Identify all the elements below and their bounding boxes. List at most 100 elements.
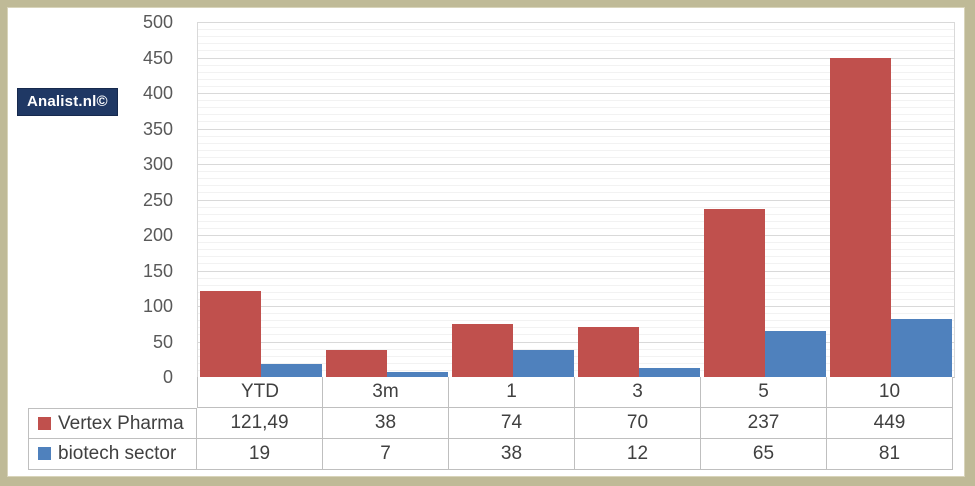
bar bbox=[704, 209, 765, 377]
gridline-minor bbox=[198, 327, 954, 328]
table-value-cell: 81 bbox=[827, 439, 953, 470]
gridline-minor bbox=[198, 121, 954, 122]
gridline-major bbox=[198, 129, 954, 130]
y-tick-label: 450 bbox=[142, 48, 173, 68]
legend-swatch bbox=[38, 447, 51, 460]
bar-group bbox=[576, 22, 702, 377]
y-tick-label: 250 bbox=[142, 190, 173, 210]
x-category-label: 3 bbox=[575, 377, 701, 408]
legend-label: biotech sector bbox=[58, 443, 177, 464]
table-value-cell: 237 bbox=[701, 408, 827, 439]
gridline-minor bbox=[198, 43, 954, 44]
gridline-minor bbox=[198, 363, 954, 364]
gridline-minor bbox=[198, 349, 954, 350]
gridline-minor bbox=[198, 334, 954, 335]
gridline-major bbox=[198, 93, 954, 94]
table-value-cell: 38 bbox=[323, 408, 449, 439]
table-value-cell: 449 bbox=[827, 408, 953, 439]
gridline-minor bbox=[198, 192, 954, 193]
bar-group bbox=[198, 22, 324, 377]
gridline-minor bbox=[198, 313, 954, 314]
bar-group bbox=[324, 22, 450, 377]
bar-group bbox=[828, 22, 954, 377]
table-corner-spacer bbox=[28, 377, 197, 408]
gridline-minor bbox=[198, 79, 954, 80]
legend-swatch bbox=[38, 417, 51, 430]
gridline-minor bbox=[198, 72, 954, 73]
y-tick-label: 400 bbox=[142, 83, 173, 103]
gridline-minor bbox=[198, 242, 954, 243]
gridline-major bbox=[198, 342, 954, 343]
table-value-cell: 74 bbox=[449, 408, 575, 439]
table-value-cell: 7 bbox=[323, 439, 449, 470]
gridline-minor bbox=[198, 171, 954, 172]
gridline-minor bbox=[198, 292, 954, 293]
y-axis: 0 50 100 150 200 250 300 350 400 450 500 bbox=[0, 12, 173, 387]
gridline-minor bbox=[198, 285, 954, 286]
gridline-major bbox=[198, 200, 954, 201]
gridline-minor bbox=[198, 107, 954, 108]
gridline-minor bbox=[198, 185, 954, 186]
gridline-minor bbox=[198, 114, 954, 115]
y-tick-label: 200 bbox=[142, 225, 173, 245]
legend-item: biotech sector bbox=[28, 439, 197, 470]
gridline-minor bbox=[198, 370, 954, 371]
gridline-minor bbox=[198, 320, 954, 321]
x-category-label: 1 bbox=[449, 377, 575, 408]
gridline-minor bbox=[198, 221, 954, 222]
data-table: YTD 3m 1 3 5 10 Vertex Pharma 121,49 38 74 70 237 44… bbox=[28, 377, 953, 470]
bar-group bbox=[702, 22, 828, 377]
legend-item: Vertex Pharma bbox=[28, 408, 197, 439]
x-category-label: 10 bbox=[827, 377, 953, 408]
x-category-label: 5 bbox=[701, 377, 827, 408]
bar bbox=[765, 331, 826, 377]
bar-group bbox=[450, 22, 576, 377]
bar bbox=[326, 350, 387, 377]
gridline-minor bbox=[198, 214, 954, 215]
bar bbox=[830, 58, 891, 377]
gridline-minor bbox=[198, 299, 954, 300]
bar bbox=[891, 319, 952, 377]
legend-label: Vertex Pharma bbox=[58, 413, 184, 434]
gridline-major bbox=[198, 58, 954, 59]
table-value-cell: 19 bbox=[197, 439, 323, 470]
gridline-minor bbox=[198, 50, 954, 51]
gridline-minor bbox=[198, 29, 954, 30]
gridline-minor bbox=[198, 249, 954, 250]
x-category-label: 3m bbox=[323, 377, 449, 408]
y-tick-label: 0 bbox=[162, 367, 173, 387]
gridline-minor bbox=[198, 356, 954, 357]
gridline-minor bbox=[198, 256, 954, 257]
bar bbox=[387, 372, 448, 377]
y-tick-label: 100 bbox=[142, 296, 173, 316]
gridline-minor bbox=[198, 263, 954, 264]
gridline-minor bbox=[198, 157, 954, 158]
bar bbox=[452, 324, 513, 377]
y-tick-label: 300 bbox=[142, 154, 173, 174]
table-value-cell: 121,49 bbox=[197, 408, 323, 439]
bar bbox=[200, 291, 261, 377]
gridline-minor bbox=[198, 143, 954, 144]
gridline-minor bbox=[198, 86, 954, 87]
y-tick-label: 500 bbox=[142, 12, 173, 32]
bar bbox=[578, 327, 639, 377]
gridline-minor bbox=[198, 36, 954, 37]
y-tick-label: 50 bbox=[152, 332, 173, 352]
bar bbox=[513, 350, 574, 377]
bar bbox=[639, 368, 700, 377]
brand-badge: Analist.nl© bbox=[17, 88, 118, 116]
gridline-major bbox=[198, 271, 954, 272]
gridline-minor bbox=[198, 278, 954, 279]
y-tick-label: 150 bbox=[142, 261, 173, 281]
x-category-label: YTD bbox=[197, 377, 323, 408]
gridline-minor bbox=[198, 178, 954, 179]
gridline-major bbox=[198, 235, 954, 236]
gridline-major bbox=[198, 306, 954, 307]
table-value-cell: 38 bbox=[449, 439, 575, 470]
gridline-major bbox=[198, 22, 954, 23]
gridline-minor bbox=[198, 228, 954, 229]
gridline-minor bbox=[198, 65, 954, 66]
gridline-major bbox=[198, 164, 954, 165]
table-value-cell: 70 bbox=[575, 408, 701, 439]
